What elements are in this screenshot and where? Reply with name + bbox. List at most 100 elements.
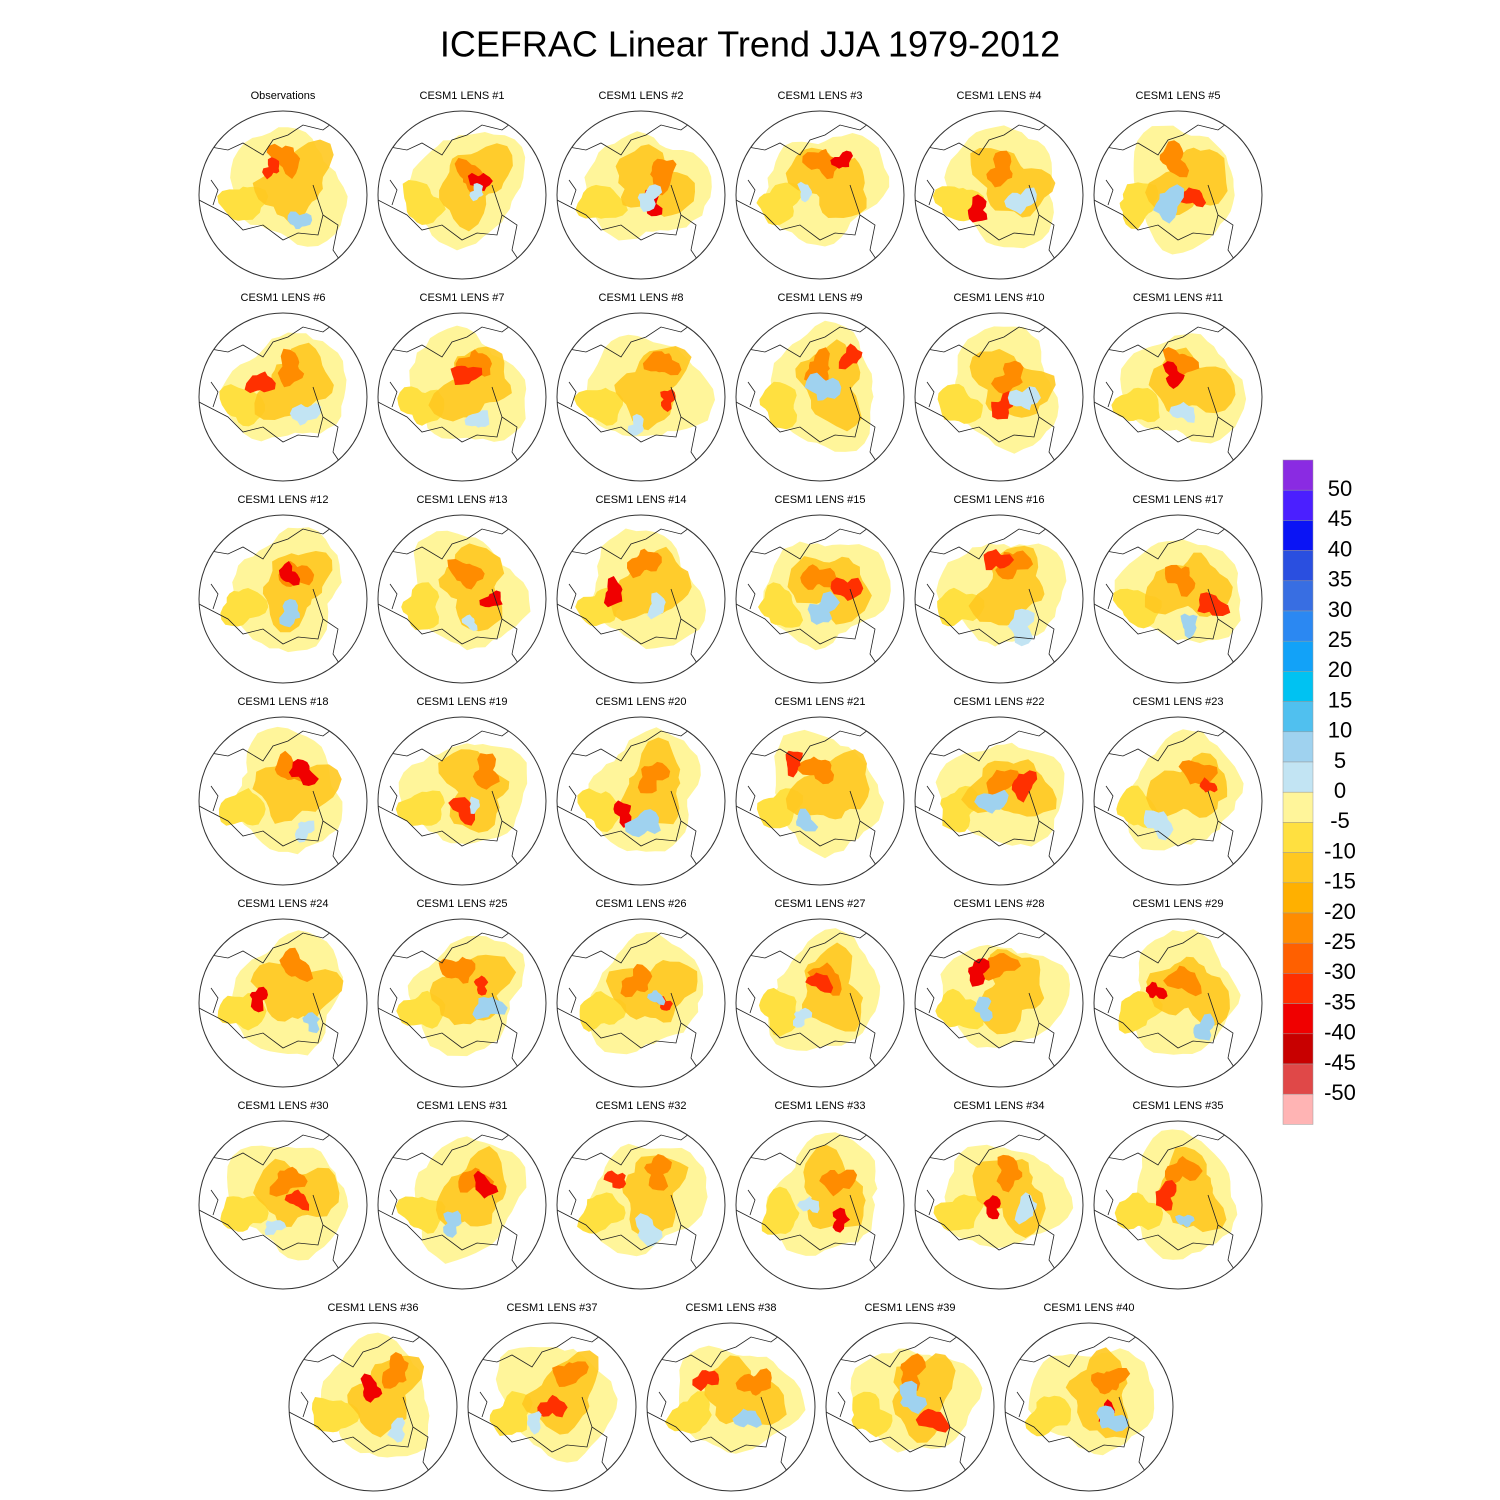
ice-region <box>1118 991 1163 1034</box>
coastline <box>557 1124 702 1289</box>
map-boundary <box>377 918 547 1088</box>
coastline <box>736 720 881 885</box>
polar-map <box>1093 716 1263 886</box>
colorbar-label: -25 <box>1324 929 1356 954</box>
coastline <box>289 1326 434 1491</box>
map-boundary <box>556 918 726 1088</box>
ice-region <box>287 211 313 230</box>
panel-title: CESM1 LENS #4 <box>957 90 1042 102</box>
ice-region <box>851 1391 893 1438</box>
coastline <box>915 316 1060 481</box>
ice-region <box>611 546 692 622</box>
map-field <box>199 1124 349 1289</box>
ice-region <box>1143 810 1174 841</box>
colorbar-box <box>1282 580 1314 612</box>
ice-region <box>800 564 837 590</box>
panel-title: CESM1 LENS #34 <box>953 1100 1044 1112</box>
polar-map <box>288 1322 458 1492</box>
ice-region <box>1163 965 1202 997</box>
panel-title: CESM1 LENS #23 <box>1132 696 1223 708</box>
ice-region <box>577 1192 626 1234</box>
ice-region <box>1011 770 1038 803</box>
ice-region <box>269 1166 308 1197</box>
map-boundary <box>914 110 1084 280</box>
panel-title: CESM1 LENS #17 <box>1132 494 1223 506</box>
colorbar-box <box>1282 973 1314 1004</box>
colorbar-label: -35 <box>1324 989 1356 1014</box>
ice-region <box>973 996 993 1022</box>
ice-region <box>284 1189 310 1211</box>
ice-region <box>627 414 644 436</box>
map-field <box>557 720 702 885</box>
polar-map <box>735 514 905 684</box>
map-field <box>915 518 1067 683</box>
ice-region <box>756 182 803 226</box>
ice-region <box>438 749 510 833</box>
ice-region <box>933 1194 984 1232</box>
ice-region <box>397 386 445 426</box>
colorbar-box <box>1282 731 1314 763</box>
polar-map <box>914 716 1084 886</box>
ice-region <box>266 143 301 179</box>
ice-region <box>759 987 798 1037</box>
map-field <box>736 720 885 885</box>
ice-region <box>302 1012 320 1034</box>
map-field <box>736 114 890 279</box>
colorbar-label: -10 <box>1324 838 1356 863</box>
ice-region <box>537 1394 568 1418</box>
ice-region <box>915 1408 951 1433</box>
ice-region <box>937 587 985 627</box>
panel-title: CESM1 LENS #9 <box>778 292 863 304</box>
coastline <box>557 720 702 885</box>
coastline <box>915 114 1060 279</box>
ice-region <box>620 964 653 998</box>
map-field <box>915 114 1060 279</box>
ice-region <box>448 797 476 826</box>
map-boundary <box>735 514 905 684</box>
colorbar-box <box>1282 640 1314 672</box>
map-boundary <box>914 1120 1084 1290</box>
map-field <box>378 720 528 885</box>
ice-region <box>660 388 676 412</box>
coastline <box>378 114 523 279</box>
colorbar-label: 40 <box>1328 536 1352 561</box>
coastline <box>378 922 523 1087</box>
coastline <box>1094 316 1239 481</box>
map-boundary <box>914 514 1084 684</box>
coastline <box>647 1326 792 1491</box>
ice-region <box>264 1220 287 1236</box>
ice-region <box>935 988 984 1030</box>
coastline <box>1094 114 1239 279</box>
ice-region <box>461 614 478 631</box>
map-field <box>1005 1326 1155 1491</box>
panel-title: CESM1 LENS #40 <box>1043 1302 1134 1314</box>
ice-region <box>262 157 280 180</box>
panel-title: CESM1 LENS #3 <box>778 90 863 102</box>
map-boundary <box>198 1120 368 1290</box>
ice-region <box>785 750 803 778</box>
polar-map <box>825 1322 995 1492</box>
map-boundary <box>467 1322 637 1492</box>
colorbar-box <box>1282 1093 1314 1125</box>
ice-region <box>443 1210 462 1238</box>
panel-title: CESM1 LENS #13 <box>416 494 507 506</box>
panel-title: CESM1 LENS #15 <box>774 494 865 506</box>
map-boundary <box>288 1322 458 1492</box>
ice-region <box>579 991 627 1032</box>
colorbar-box <box>1282 610 1314 642</box>
colorbar-box <box>1282 1063 1314 1095</box>
ice-region <box>473 975 489 996</box>
ice-region <box>464 410 490 428</box>
ice-region <box>447 559 485 590</box>
panel-title: CESM1 LENS #5 <box>1136 90 1221 102</box>
ice-region <box>438 956 476 984</box>
coastline <box>1005 1326 1150 1491</box>
ice-region <box>819 1169 858 1197</box>
panel-title: CESM1 LENS #21 <box>774 696 865 708</box>
colorbar-box <box>1282 701 1314 733</box>
panel-title: CESM1 LENS #38 <box>685 1302 776 1314</box>
ice-region <box>986 150 1013 188</box>
map-boundary <box>377 110 547 280</box>
ice-region <box>982 953 1021 981</box>
